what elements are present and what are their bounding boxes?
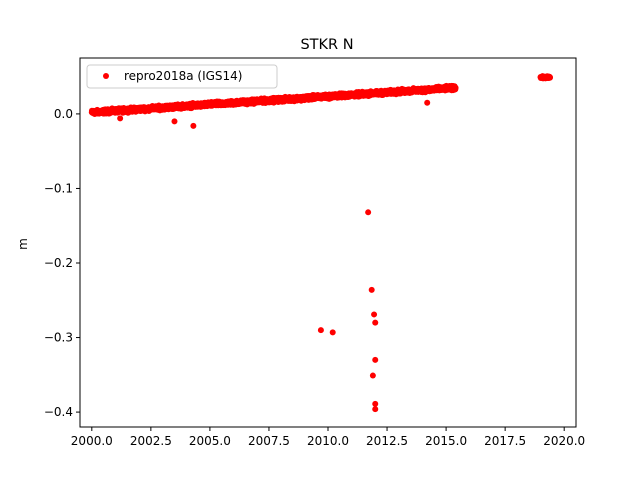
x-tick-label: 2012.5 [366, 434, 408, 448]
x-tick-label: 2002.5 [130, 434, 172, 448]
outlier-point [365, 209, 372, 216]
outlier-point [424, 99, 431, 106]
x-tick-label: 2007.5 [248, 434, 290, 448]
y-tick-label: 0.0 [54, 107, 73, 121]
plot-frame [79, 57, 577, 428]
x-tick-label: 2005.0 [189, 434, 231, 448]
y-axis-label: m [16, 238, 30, 250]
chart-title: STKR N [300, 37, 353, 53]
legend: repro2018a (IGS14) [86, 64, 278, 89]
legend-label: repro2018a (IGS14) [124, 69, 242, 83]
legend-box [86, 64, 278, 89]
y-tick-label: −0.4 [44, 405, 73, 419]
outlier-point [171, 118, 178, 125]
x-tick-label: 2017.5 [484, 434, 526, 448]
outlier-point [190, 122, 197, 129]
x-axis: 2000.0 2002.5 2005.0 2007.5 2010.0 2012.5 2015… [71, 427, 585, 448]
outlier-point [371, 311, 378, 318]
data-point [547, 74, 554, 81]
y-tick-label: −0.2 [44, 256, 73, 270]
y-tick-label: −0.3 [44, 331, 73, 345]
outlier-point [317, 327, 324, 334]
outlier-point [372, 400, 379, 407]
outlier-point [369, 372, 376, 379]
y-tick-label: −0.1 [44, 181, 73, 195]
outlier-point [368, 286, 375, 293]
outlier-point [117, 115, 124, 122]
x-tick-label: 2015.0 [425, 434, 467, 448]
plot-area [79, 57, 577, 428]
legend-marker [103, 73, 109, 79]
outlier-point [372, 319, 379, 326]
x-tick-label: 2020.0 [543, 434, 585, 448]
outlier-point [372, 406, 379, 413]
x-tick-label: 2010.0 [307, 434, 349, 448]
data-point [452, 84, 459, 91]
outlier-point [372, 356, 379, 363]
data-points [88, 73, 554, 413]
y-axis: 0.0 −0.1 −0.2 −0.3 −0.4 [44, 107, 80, 419]
x-tick-label: 2000.0 [71, 434, 113, 448]
outlier-point [329, 329, 336, 336]
